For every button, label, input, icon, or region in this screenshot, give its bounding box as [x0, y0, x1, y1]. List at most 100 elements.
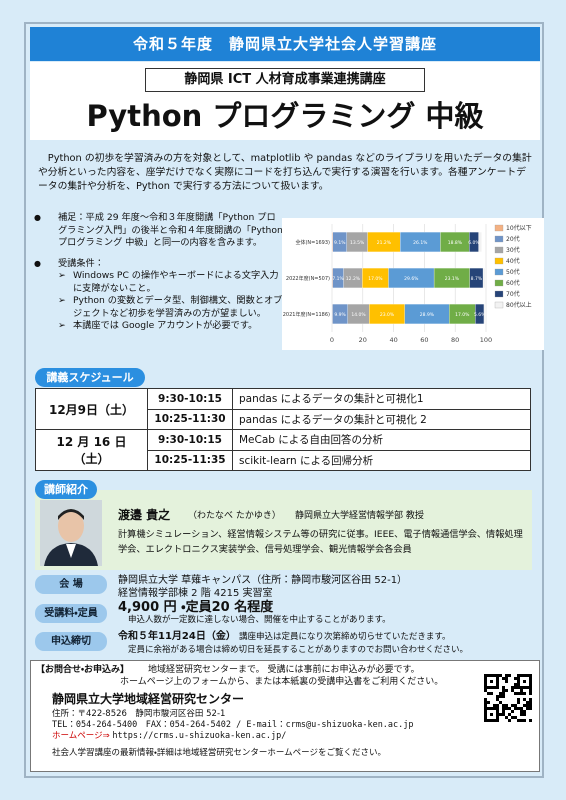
qr-cell	[514, 683, 517, 686]
qr-cell	[529, 701, 532, 704]
qr-cell	[484, 680, 487, 683]
qr-cell	[505, 716, 508, 719]
qr-cell	[502, 710, 505, 713]
data-label: 14.0%	[351, 312, 366, 318]
qr-cell	[520, 710, 523, 713]
qr-cell	[511, 689, 514, 692]
data-label: 5.6%	[474, 312, 486, 318]
url[interactable]: https://crms.u-shizuoka-ken.ac.jp/	[112, 731, 287, 741]
qr-cell	[526, 674, 529, 677]
qr-cell	[502, 689, 505, 692]
qr-cell	[529, 698, 532, 701]
qr-cell	[514, 716, 517, 719]
contact-org: 静岡県立大学地域経営研究センター	[52, 692, 245, 706]
legend-swatch	[494, 279, 504, 287]
time: 9:30-10:15	[147, 388, 233, 410]
qr-cell	[523, 719, 526, 722]
qr-cell	[526, 704, 529, 707]
qr-cell	[523, 698, 526, 701]
time: 9:30-10:15	[147, 429, 233, 451]
data-label: 21.2%	[377, 240, 392, 246]
qr-cell	[496, 695, 499, 698]
qr-cell	[520, 713, 523, 716]
legend-label: 70代	[506, 290, 520, 298]
qr-code	[484, 674, 532, 722]
qr-cell	[505, 677, 508, 680]
qr-cell	[496, 713, 499, 716]
qr-cell	[508, 719, 511, 722]
qr-cell	[505, 707, 508, 710]
qr-cell	[505, 689, 508, 692]
qr-cell	[529, 683, 532, 686]
data-label: 9.9%	[334, 312, 346, 318]
qr-cell	[487, 719, 490, 722]
qr-cell	[526, 707, 529, 710]
subtitle: 静岡県 ICT 人材育成事業連携講座	[145, 68, 425, 92]
qr-cell	[487, 674, 490, 677]
date: 12月9日（土）	[35, 388, 148, 430]
data-label: 23.0%	[380, 312, 395, 318]
section-label: 講義スケジュール	[35, 368, 145, 387]
bar-segment	[478, 231, 482, 253]
qr-cell	[529, 692, 532, 695]
qr-cell	[520, 719, 523, 722]
notes: 補足：平成 29 年度～令和３年度開講「Python プログラミング入門」の後半…	[34, 212, 284, 341]
qr-cell	[496, 698, 499, 701]
data-label: 28.9%	[420, 312, 435, 318]
qr-cell	[517, 683, 520, 686]
time: 10:25-11:30	[147, 408, 233, 430]
qr-cell	[502, 692, 505, 695]
qr-cell	[523, 713, 526, 716]
qr-cell	[514, 692, 517, 695]
legend-swatch	[494, 257, 504, 265]
contact-text: 地域経営研究センターまで。 受講には事前にお申込みが必要です。	[148, 665, 420, 675]
category-label: 2021年度(N=1186)	[283, 311, 330, 318]
qr-cell	[520, 674, 523, 677]
legend-label: 60代	[506, 279, 520, 287]
data-label: 9.1%	[334, 240, 346, 246]
qr-cell	[484, 713, 487, 716]
qr-cell	[517, 698, 520, 701]
qr-cell	[499, 695, 502, 698]
qr-cell	[499, 713, 502, 716]
qr-cell	[511, 704, 514, 707]
data-label: 13.5%	[350, 240, 365, 246]
qr-cell	[514, 677, 517, 680]
qr-cell	[514, 704, 517, 707]
qr-cell	[496, 674, 499, 677]
qr-cell	[484, 710, 487, 713]
qr-cell	[520, 686, 523, 689]
bar-segment	[483, 303, 486, 325]
contact-phone: TEL：054-264-5400 FAX：054-264-5402 / E-ma…	[52, 720, 414, 730]
detail-label: 会 場	[35, 575, 107, 594]
contact-box	[30, 660, 540, 772]
data-label: 26.1%	[413, 240, 428, 246]
note-heading: 受講条件：	[58, 257, 104, 269]
qr-cell	[502, 695, 505, 698]
qr-cell	[523, 710, 526, 713]
qr-cell	[505, 674, 508, 677]
qr-cell	[484, 677, 487, 680]
detail-label: 申込締切	[35, 632, 107, 651]
qr-cell	[529, 677, 532, 680]
qr-cell	[493, 686, 496, 689]
legend-label: 10代以下	[506, 224, 532, 232]
qr-cell	[484, 716, 487, 719]
qr-cell	[496, 710, 499, 713]
note-item: Windows PC の操作やキーボードによる文字入力に支障がないこと。	[58, 270, 284, 295]
data-label: 8.7%	[471, 276, 483, 282]
qr-cell	[496, 704, 499, 707]
qr-cell	[529, 686, 532, 689]
qr-cell	[520, 692, 523, 695]
x-tick-label: 40	[389, 336, 397, 344]
data-label: 29.6%	[404, 276, 419, 282]
qr-cell	[529, 707, 532, 710]
qr-cell	[484, 719, 487, 722]
qr-cell	[514, 707, 517, 710]
instructor-reading: （わたなべ たかゆき）	[188, 511, 281, 521]
qr-cell	[523, 686, 526, 689]
detail-line: 講座申込は定員になり次第締め切らせていただきます。	[239, 632, 451, 642]
qr-cell	[505, 704, 508, 707]
qr-cell	[493, 719, 496, 722]
